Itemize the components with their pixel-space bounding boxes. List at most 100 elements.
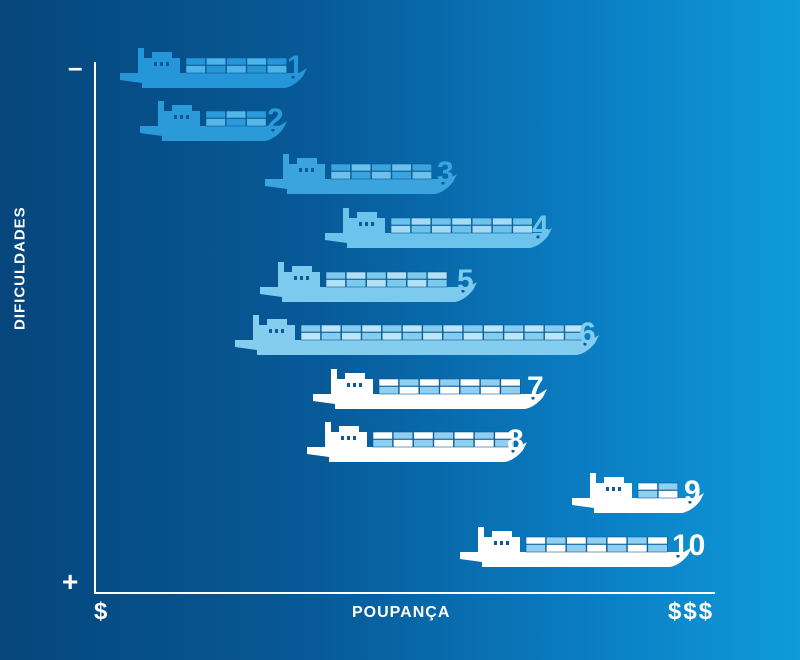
container-top <box>545 536 567 545</box>
ship-number-10: 10 <box>672 529 705 562</box>
y-axis-top-label: – <box>68 52 83 82</box>
container-bottom <box>463 332 484 341</box>
ship-number-7: 7 <box>527 371 544 404</box>
container-top <box>185 57 206 66</box>
container-bottom <box>545 544 567 553</box>
ship-3: 3 <box>265 154 457 194</box>
container-top <box>390 217 411 226</box>
ship-window <box>311 168 314 172</box>
container-top <box>226 110 247 119</box>
container-top <box>350 163 372 172</box>
ship-number-1: 1 <box>287 50 304 83</box>
x-axis-title: POUPANÇA <box>352 604 451 621</box>
anchor-dot <box>688 500 692 504</box>
container-top <box>246 110 267 119</box>
container-bottom <box>402 332 423 341</box>
container-top <box>544 324 565 333</box>
ship-5: 5 <box>260 262 477 302</box>
container-bottom <box>427 279 448 288</box>
ship-window <box>341 436 344 440</box>
container-top <box>627 536 648 545</box>
container-bottom <box>471 225 493 234</box>
anchor-dot <box>531 396 535 400</box>
container-top <box>503 324 524 333</box>
container-bottom <box>371 171 392 180</box>
container-bottom <box>345 279 367 288</box>
container-top <box>439 378 460 387</box>
ship-window <box>160 62 163 66</box>
container-top <box>300 324 321 333</box>
ship-number-2: 2 <box>267 103 284 136</box>
anchor-dot <box>511 449 515 453</box>
ship-window <box>306 276 309 280</box>
container-top <box>226 57 247 66</box>
container-bottom <box>492 225 513 234</box>
container-bottom <box>566 544 587 553</box>
container-top <box>483 324 504 333</box>
ship-window <box>371 222 374 226</box>
container-bottom <box>361 332 382 341</box>
ship-2: 2 <box>140 101 287 141</box>
ship-mast <box>478 527 484 553</box>
container-bottom <box>320 332 342 341</box>
container-top <box>205 110 226 119</box>
container-top <box>341 324 362 333</box>
anchor-dot <box>271 128 275 132</box>
container-top <box>381 324 403 333</box>
container-top <box>480 378 501 387</box>
ship-number-3: 3 <box>437 156 454 189</box>
container-top <box>451 217 472 226</box>
y-axis-bottom-label: + <box>62 566 79 597</box>
ship-window <box>353 436 356 440</box>
container-top <box>606 536 628 545</box>
container-top <box>246 57 267 66</box>
container-bottom <box>503 332 524 341</box>
ship-window <box>359 222 362 226</box>
container-top <box>525 536 546 545</box>
ship-window <box>180 115 183 119</box>
container-top <box>564 324 585 333</box>
ship-mast <box>325 422 331 448</box>
container-top <box>391 163 412 172</box>
ship-mast <box>138 48 144 74</box>
ship-window <box>347 383 350 387</box>
container-top <box>371 163 392 172</box>
container-top <box>402 324 423 333</box>
container-top <box>566 536 587 545</box>
container-top <box>378 378 399 387</box>
container-bottom <box>419 386 440 395</box>
ship-cabin <box>604 477 624 485</box>
container-top <box>419 378 440 387</box>
container-bottom <box>627 544 648 553</box>
ship-window <box>618 487 621 491</box>
container-bottom <box>564 332 585 341</box>
ship-window <box>300 276 303 280</box>
ship-6: 6 <box>235 315 599 355</box>
anchor-dot <box>441 181 445 185</box>
ship-window <box>606 487 609 491</box>
container-bottom <box>185 65 206 74</box>
container-bottom <box>494 439 515 448</box>
container-top <box>422 324 443 333</box>
anchor-dot <box>536 235 540 239</box>
container-top <box>453 431 475 440</box>
ship-mast <box>343 208 349 234</box>
container-bottom <box>512 225 533 234</box>
ship-number-9: 9 <box>684 475 701 508</box>
container-top <box>459 378 481 387</box>
y-axis-title: DIFICULDADES <box>11 206 29 330</box>
container-top <box>494 431 515 440</box>
ship-window <box>500 541 503 545</box>
container-bottom <box>386 279 407 288</box>
x-axis-left-label: $ <box>94 598 108 625</box>
container-bottom <box>433 439 454 448</box>
ship-window <box>166 62 169 66</box>
ship-mast <box>283 154 289 180</box>
container-bottom <box>398 386 420 395</box>
ship-window <box>305 168 308 172</box>
container-bottom <box>453 439 475 448</box>
container-bottom <box>525 544 546 553</box>
ship-7: 7 <box>313 369 547 409</box>
container-bottom <box>459 386 481 395</box>
